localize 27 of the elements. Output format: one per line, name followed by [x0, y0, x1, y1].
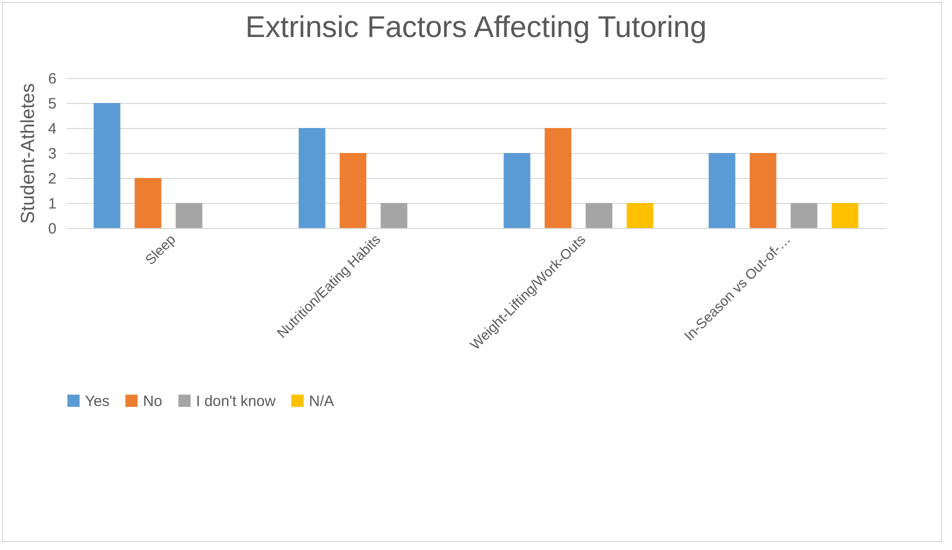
y-tick-label: 4 [48, 120, 56, 138]
y-tick-label: 5 [48, 96, 56, 112]
bar [708, 153, 736, 228]
bar [790, 203, 818, 228]
y-tick-label: 0 [48, 220, 56, 238]
bar [94, 103, 120, 228]
bar [380, 203, 408, 228]
bar [626, 203, 654, 228]
bar [504, 153, 530, 228]
legend-label: Yes [85, 392, 110, 410]
y-tick-label: 2 [48, 170, 56, 188]
legend-label: N/A [309, 392, 334, 410]
bar [298, 128, 326, 228]
bar [340, 153, 366, 228]
bar [832, 203, 858, 228]
chart-title: Extrinsic Factors Affecting Tutoring [245, 11, 707, 44]
y-tick-label: 1 [48, 196, 56, 212]
y-tick-label: 3 [48, 146, 56, 162]
legend-label: No [143, 392, 162, 410]
y-tick-label: 6 [48, 70, 56, 88]
y-axis-title: Student-Athletes [18, 83, 40, 224]
bar [176, 203, 202, 228]
bar [586, 203, 612, 228]
bar [134, 178, 162, 228]
bar [544, 128, 572, 228]
legend-label: I don't know [196, 392, 276, 410]
bar [750, 153, 776, 228]
